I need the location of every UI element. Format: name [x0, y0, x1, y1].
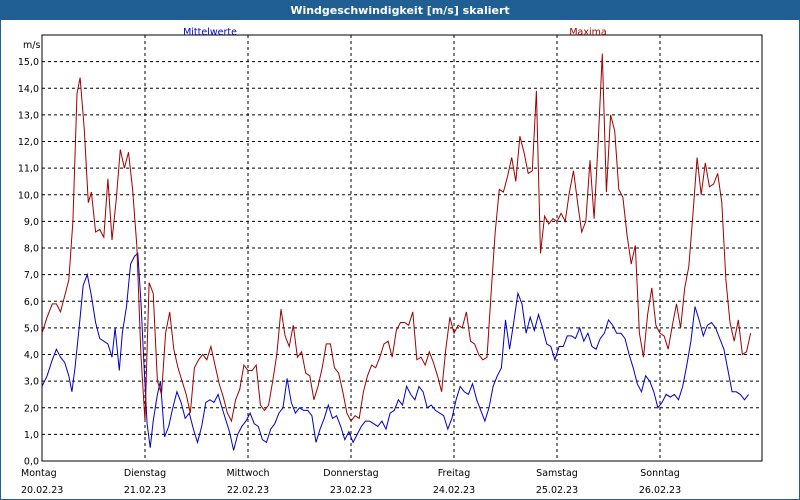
y-tick-label: 3,0	[24, 377, 39, 388]
y-tick-label: 9,0	[24, 217, 39, 228]
x-tick-date: 21.02.23	[124, 485, 166, 496]
legend: Mittelwerte Maxima	[183, 27, 607, 38]
x-tick-date: 24.02.23	[433, 485, 475, 496]
x-axis: Montag 20.02.23 Dienstag 21.02.23 Mittwoch 22…	[21, 468, 681, 496]
series-line-mittelwerte	[41, 252, 749, 451]
x-tick-day: Donnerstag	[323, 468, 378, 479]
x-tick-date: 23.02.23	[330, 485, 372, 496]
x-tick-day: Montag	[21, 468, 57, 479]
x-tick-day: Samstag	[536, 468, 578, 479]
y-tick-label: 2,0	[24, 403, 39, 414]
series-line-maxima	[41, 53, 752, 423]
wind-speed-chart: 0,0 1,0 2,0 3,0 4,0 5,0 6,0 7,0 8,0 9,0 10,0 11,0 12…	[18, 27, 763, 496]
legend-entry-mittelwerte: Mittelwerte	[183, 27, 237, 38]
y-tick-label: 6,0	[24, 297, 39, 308]
y-tick-label: 7,0	[24, 270, 39, 281]
y-tick-label: 0,0	[24, 457, 39, 468]
x-tick-date: 22.02.23	[227, 485, 269, 496]
y-tick-label: 8,0	[24, 244, 39, 255]
y-axis: 0,0 1,0 2,0 3,0 4,0 5,0 6,0 7,0 8,0 9,0 10,0 11,0 12…	[18, 57, 39, 467]
y-tick-label: 13,0	[18, 110, 39, 121]
x-tick-day: Freitag	[438, 468, 471, 479]
chart-title: Windgeschwindigkeit [m/s] skaliert	[1, 1, 799, 20]
legend-entry-maxima: Maxima	[569, 27, 606, 38]
y-axis-label: m/s	[23, 40, 40, 51]
y-tick-label: 14,0	[18, 84, 39, 95]
y-tick-label: 15,0	[18, 57, 39, 68]
y-tick-label: 11,0	[18, 164, 39, 175]
y-tick-label: 4,0	[24, 350, 39, 361]
x-tick-date: 20.02.23	[21, 485, 63, 496]
y-tick-label: 10,0	[18, 190, 39, 201]
x-tick-date: 25.02.23	[536, 485, 578, 496]
series-lines	[41, 53, 752, 451]
y-tick-label: 1,0	[24, 430, 39, 441]
x-tick-day: Dienstag	[124, 468, 166, 479]
x-tick-date: 26.02.23	[639, 485, 681, 496]
y-tick-label: 12,0	[18, 137, 39, 148]
x-tick-day: Mittwoch	[226, 468, 269, 479]
x-tick-day: Sonntag	[640, 468, 679, 479]
y-tick-label: 5,0	[24, 323, 39, 334]
grid	[42, 35, 762, 461]
